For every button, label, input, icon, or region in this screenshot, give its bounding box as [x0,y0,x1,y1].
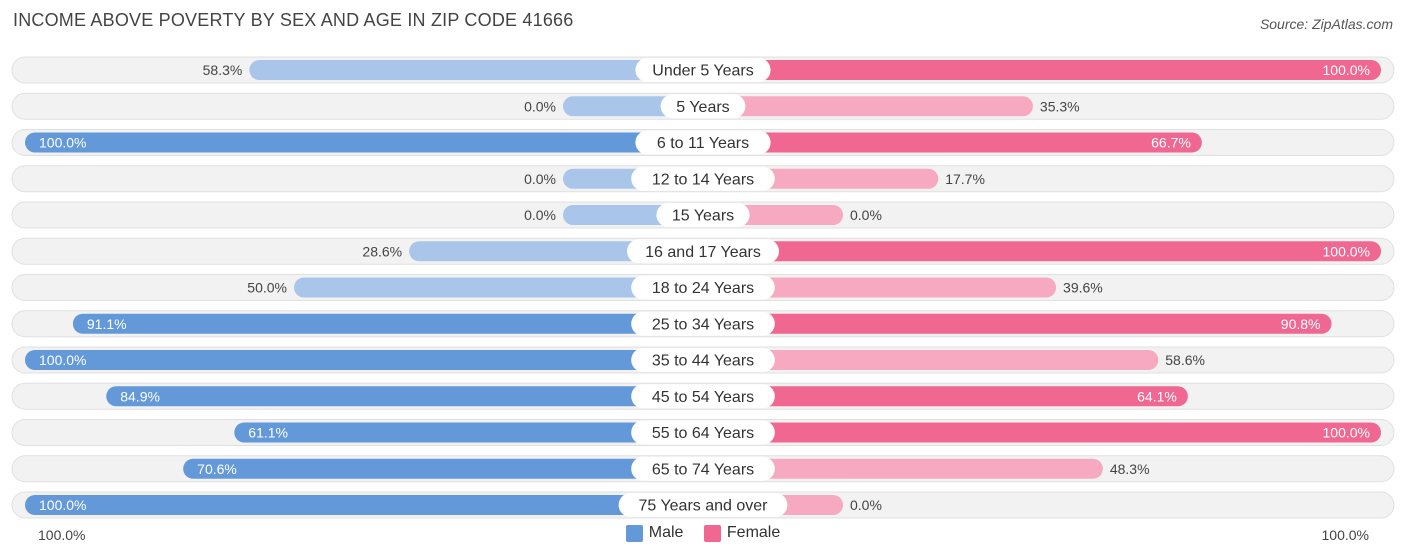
category-label: 16 and 17 Years [645,244,761,261]
legend-swatch-female [703,524,721,542]
category-pill [635,58,771,82]
male-bar [234,422,704,443]
male-value-label: 70.6% [197,461,237,477]
category-pill [631,311,775,336]
female-value-label: 64.1% [1137,388,1177,404]
male-value-label: 50.0% [247,280,287,296]
category-label: 18 to 24 Years [652,280,754,297]
male-value-label: 61.1% [248,425,288,441]
male-value-label: 100.0% [39,497,86,513]
category-label: 65 to 74 Years [652,461,754,478]
female-value-label: 58.6% [1165,352,1205,368]
legend-label-female: Female [726,524,781,541]
legend: Male Female [0,524,1406,547]
category-label: 45 to 54 Years [652,389,754,406]
legend-label-male: Male [648,524,684,541]
male-bar [25,132,703,153]
female-bar [703,458,1103,479]
female-value-label: 0.0% [850,207,882,223]
male-value-label: 100.0% [39,135,86,151]
category-pill [635,130,771,155]
male-value-label: 58.3% [203,62,243,78]
category-label: Under 5 Years [652,63,753,80]
male-value-label: 91.1% [87,316,127,332]
category-label: 75 Years and over [639,498,769,515]
category-pill [627,239,779,264]
male-value-label: 100.0% [39,352,86,368]
male-bar [183,458,703,479]
male-bar [249,60,703,80]
male-bar [25,495,703,515]
female-value-label: 100.0% [1323,425,1370,441]
female-value-label: 100.0% [1323,62,1370,78]
category-pill [631,348,775,372]
category-label: 55 to 64 Years [652,425,754,442]
category-label: 15 Years [672,208,734,225]
female-value-label: 0.0% [850,497,882,513]
female-bar [703,386,1188,407]
female-bar [703,350,1159,370]
category-pill [631,420,775,445]
category-label: 6 to 11 Years [657,135,749,152]
category-pill [618,493,788,517]
female-value-label: 39.6% [1063,280,1103,296]
female-value-label: 17.7% [945,171,985,187]
category-pill [631,384,775,409]
category-pill [656,203,750,227]
category-pill [631,456,775,481]
male-bar [72,313,703,334]
male-value-label: 0.0% [524,98,556,114]
category-pill [631,275,775,300]
chart-plot: 58.3% 100.0% Under 5 Years 0.0% 35.3% 5 Years… [11,56,1395,519]
female-bar [703,313,1332,334]
female-value-label: 35.3% [1040,98,1080,114]
legend-item-male: Male [625,524,684,542]
male-value-label: 84.9% [120,388,160,404]
category-pill [631,166,775,191]
female-bar [703,96,1033,117]
category-label: 12 to 14 Years [652,171,754,188]
male-value-label: 0.0% [524,171,556,187]
source-label: Source: ZipAtlas.com [1259,16,1393,32]
male-value-label: 28.6% [362,243,402,259]
category-label: 35 to 44 Years [652,353,754,370]
legend-item-female: Female [703,524,781,542]
category-pill [660,94,746,119]
male-bar [25,350,703,370]
legend-swatch-male [625,524,643,542]
male-bar [294,277,703,298]
chart-title: INCOME ABOVE POVERTY BY SEX AND AGE IN Z… [13,10,574,30]
female-value-label: 66.7% [1151,135,1191,151]
female-value-label: 90.8% [1281,316,1321,332]
female-value-label: 100.0% [1323,243,1370,259]
female-bar [703,60,1381,80]
female-bar [703,132,1202,153]
female-bar [703,277,1057,298]
male-bar [106,386,704,407]
female-bar [703,422,1381,443]
male-value-label: 0.0% [524,207,556,223]
female-bar [703,241,1381,262]
axis-right-label: 100.0% [1321,527,1369,543]
category-label: 25 to 34 Years [652,316,754,333]
female-value-label: 48.3% [1110,461,1150,477]
category-label: 5 Years [676,99,729,116]
axis-left-label: 100.0% [38,527,86,543]
